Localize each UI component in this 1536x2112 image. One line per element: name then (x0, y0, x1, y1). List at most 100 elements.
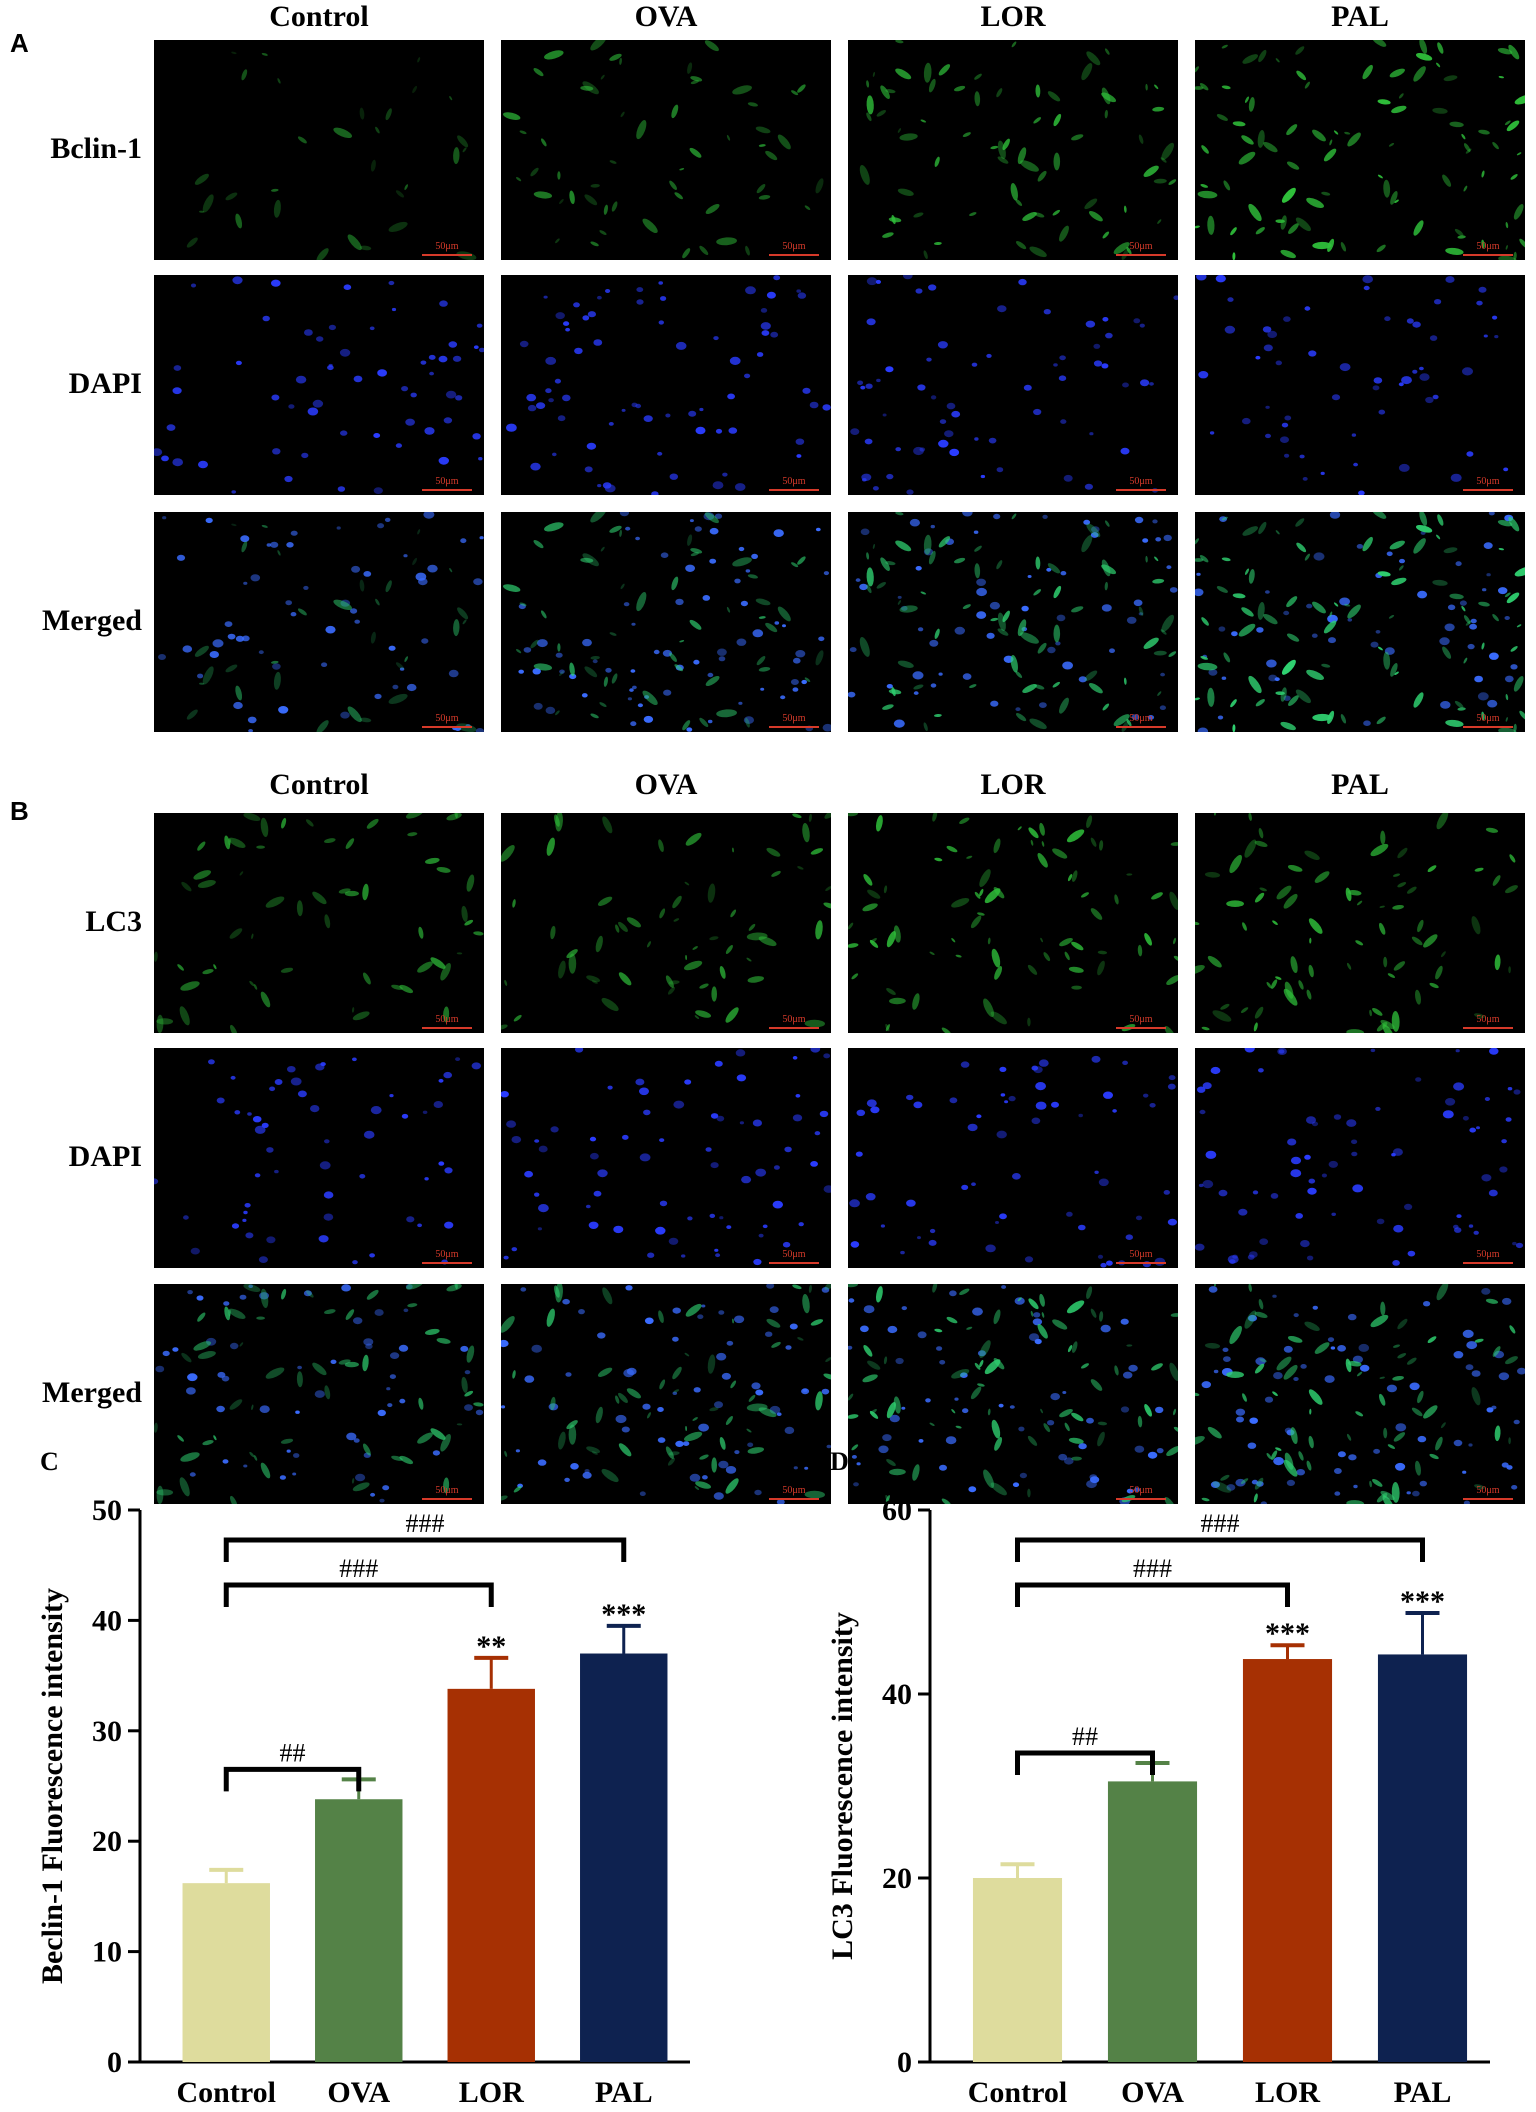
micrograph-image: 50μm (848, 1284, 1178, 1504)
x-tick-label: LOR (459, 2076, 524, 2109)
scale-bar-label: 50μm (435, 1485, 459, 1496)
panel-letter: B (10, 796, 29, 826)
scale-bar-line (1116, 1498, 1166, 1500)
scale-bar-line (422, 726, 472, 728)
micrograph-image: 50μm (1195, 275, 1525, 495)
micrograph-image: 50μm (1195, 1048, 1525, 1268)
scale-bar: 50μm (1116, 1015, 1166, 1029)
scale-bar-label: 50μm (1129, 1485, 1153, 1496)
panel-letter: D (830, 1447, 849, 1476)
scale-bar-line (1116, 489, 1166, 491)
y-tick-label: 40 (882, 1678, 912, 1711)
scale-bar: 50μm (769, 1250, 819, 1264)
micrograph-image: 50μm (501, 512, 831, 732)
scale-bar-line (1463, 489, 1513, 491)
x-tick-label: LOR (1255, 2076, 1320, 2109)
micrograph-fluorescence (1195, 1048, 1524, 1266)
scale-bar-label: 50μm (782, 713, 806, 724)
micrograph-image: 50μm (501, 275, 831, 495)
micrograph-image: 50μm (848, 40, 1178, 260)
micrograph-fluorescence (154, 1057, 481, 1265)
scale-bar: 50μm (769, 714, 819, 728)
significance-bracket (1015, 1537, 1425, 1562)
micrograph-fluorescence (1196, 275, 1509, 495)
scale-bar-label: 50μm (1129, 241, 1153, 252)
scale-bar-label: 50μm (1476, 241, 1500, 252)
row-label: Bclin-1 (50, 132, 142, 165)
scale-bar-label: 50μm (782, 1485, 806, 1496)
micrograph-image: 50μm (154, 1284, 484, 1504)
micrograph-fluorescence (849, 1055, 1177, 1268)
scale-bar: 50μm (1116, 714, 1166, 728)
scale-bar-label: 50μm (782, 241, 806, 252)
x-tick-label: PAL (1394, 2076, 1452, 2109)
bar (1107, 1781, 1198, 2062)
scale-bar-line (422, 489, 472, 491)
micrograph-image: 50μm (501, 40, 831, 260)
scale-bar: 50μm (422, 1250, 472, 1264)
scale-bar: 50μm (1463, 242, 1513, 256)
scale-bar: 50μm (769, 1015, 819, 1029)
micrograph-fluorescence (1195, 1284, 1525, 1504)
scale-bar-label: 50μm (435, 713, 459, 724)
x-tick-label: PAL (595, 2076, 653, 2109)
micrograph-fluorescence (850, 275, 1178, 495)
scale-bar-label: 50μm (435, 1014, 459, 1025)
scale-bar-label: 50μm (1129, 1249, 1153, 1260)
scale-bar-line (769, 726, 819, 728)
scale-bar-label: 50μm (782, 1249, 806, 1260)
scale-bar-label: 50μm (782, 1014, 806, 1025)
significance-bracket (1015, 1582, 1290, 1607)
scale-bar: 50μm (1463, 714, 1513, 728)
scale-bar-label: 50μm (435, 241, 459, 252)
y-tick-label: 20 (882, 1862, 912, 1895)
micrograph-fluorescence (503, 40, 824, 259)
column-label: OVA (634, 0, 698, 33)
scale-bar-line (769, 1027, 819, 1029)
scale-bar: 50μm (769, 477, 819, 491)
significance-stars: ** (476, 1630, 506, 1663)
scale-bar-line (1116, 254, 1166, 256)
micrograph-image: 50μm (848, 275, 1178, 495)
scale-bar: 50μm (422, 242, 472, 256)
micrograph-image: 50μm (848, 512, 1178, 732)
x-tick-label: Control (177, 2076, 276, 2109)
micrograph-image: 50μm (1195, 512, 1525, 732)
panel-letter: C (40, 1447, 59, 1476)
scale-bar: 50μm (769, 242, 819, 256)
scale-bar: 50μm (1463, 477, 1513, 491)
scale-bar-label: 50μm (1476, 1014, 1500, 1025)
micrograph-image: 50μm (154, 275, 484, 495)
y-tick-label: 0 (107, 2046, 122, 2079)
micrograph-image: 50μm (501, 1284, 831, 1504)
micrograph-image: 50μm (1195, 813, 1525, 1033)
panel-letter: A (10, 28, 29, 58)
bar (1242, 1659, 1333, 2062)
scale-bar: 50μm (422, 714, 472, 728)
micrograph-fluorescence (186, 51, 477, 260)
micrograph-fluorescence (501, 1284, 831, 1504)
scale-bar-label: 50μm (435, 476, 459, 487)
x-tick-label: OVA (327, 2076, 390, 2109)
scale-bar-line (1463, 254, 1513, 256)
y-axis-label: Beclin-1 Fluorescence intensity (36, 1588, 69, 1984)
scale-bar: 50μm (1116, 1250, 1166, 1264)
significance-bracket (1015, 1750, 1155, 1775)
scale-bar-line (769, 254, 819, 256)
micrograph-image: 50μm (501, 1048, 831, 1268)
scale-bar-line (422, 254, 472, 256)
y-tick-label: 50 (92, 1494, 122, 1527)
scale-bar-label: 50μm (1129, 713, 1153, 724)
scale-bar-label: 50μm (1129, 1014, 1153, 1025)
column-label: OVA (634, 768, 698, 801)
micrograph-fluorescence (1195, 512, 1525, 732)
significance-hash: ## (1072, 1722, 1098, 1751)
scale-bar-line (1463, 726, 1513, 728)
scale-bar-line (769, 1262, 819, 1264)
micrograph-fluorescence (158, 512, 484, 732)
y-tick-label: 10 (92, 1936, 122, 1969)
significance-bracket (223, 1537, 627, 1562)
y-axis-label: LC3 Fluorescence intensity (826, 1612, 859, 1960)
micrograph-fluorescence (1195, 813, 1518, 1033)
scale-bar-label: 50μm (1476, 713, 1500, 724)
